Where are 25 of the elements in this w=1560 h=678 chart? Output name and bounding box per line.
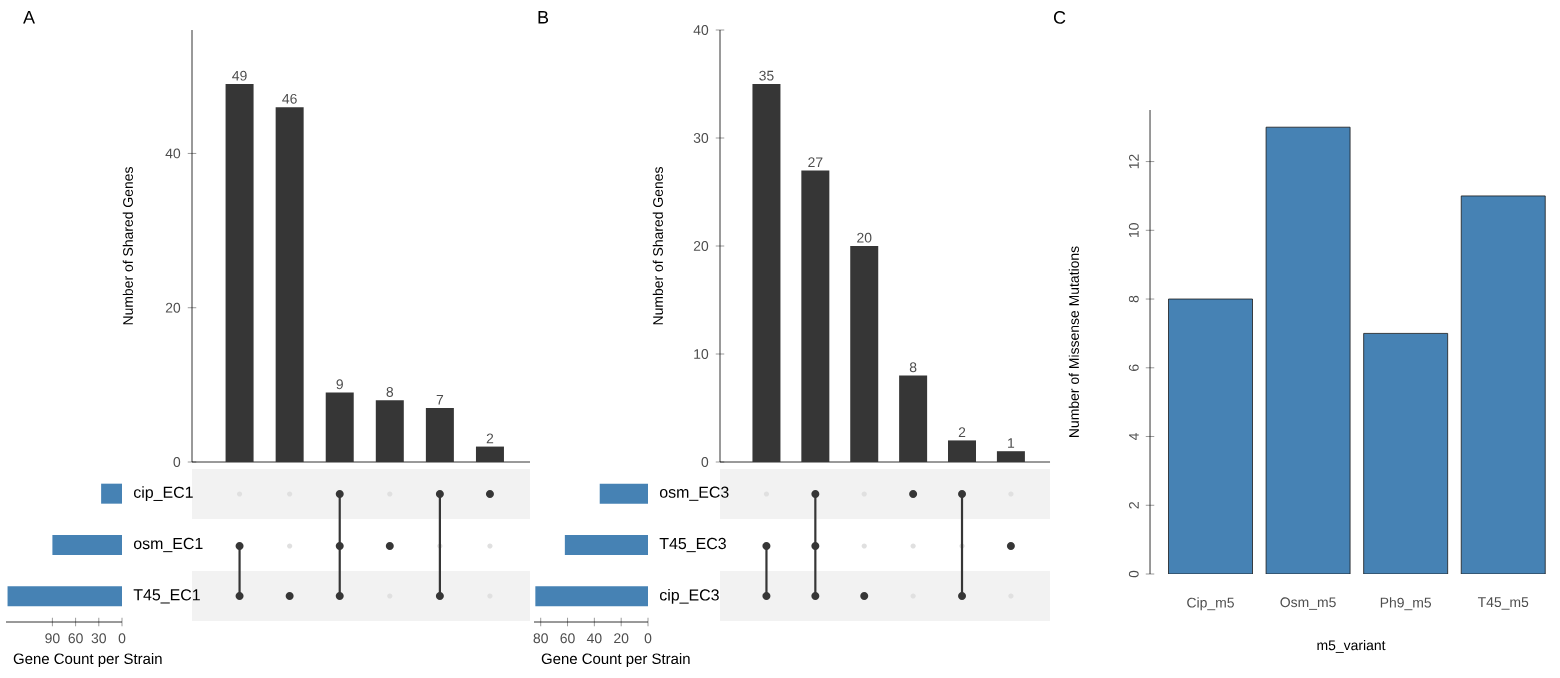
bar (325, 392, 354, 463)
bar (7, 586, 122, 607)
bar (948, 440, 977, 463)
bar (535, 586, 648, 607)
chart-title: A (23, 11, 35, 24)
bar (225, 84, 254, 463)
bar (1265, 126, 1351, 575)
bar (996, 451, 1025, 463)
bar (1363, 333, 1449, 575)
bar (101, 483, 122, 504)
bar (899, 375, 928, 463)
bar (375, 400, 404, 463)
bar (1460, 195, 1546, 575)
bar (801, 170, 830, 463)
bar (275, 107, 304, 463)
chart-title: C (1053, 11, 1066, 24)
bar (599, 483, 648, 504)
bar (475, 446, 504, 463)
bar (1168, 298, 1253, 575)
bar (564, 535, 648, 556)
bar (52, 535, 122, 556)
bar (752, 84, 781, 463)
chart-title: B (538, 11, 549, 24)
bar (425, 408, 454, 463)
bar (850, 246, 879, 463)
